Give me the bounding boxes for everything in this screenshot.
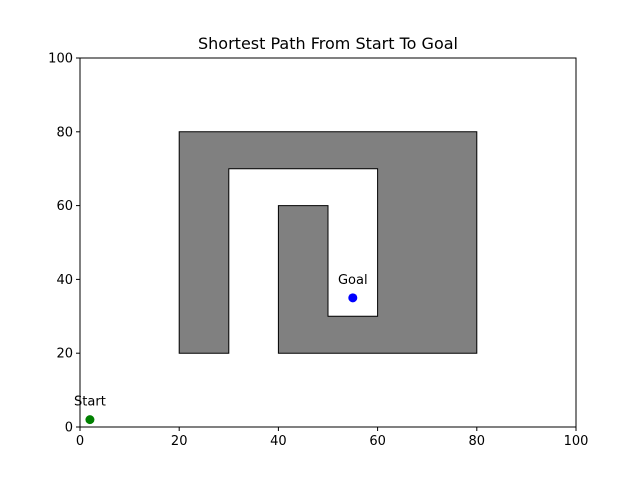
chart-title: Shortest Path From Start To Goal <box>198 34 458 53</box>
y-tick-label: 40 <box>56 273 73 288</box>
y-tick-label: 20 <box>56 347 73 362</box>
y-tick-label: 100 <box>48 52 73 67</box>
x-tick-label: 80 <box>469 434 486 449</box>
x-tick-label: 100 <box>564 434 589 449</box>
obstacle-polygon <box>178 131 478 354</box>
x-tick-label: 40 <box>270 434 287 449</box>
x-tick-label: 60 <box>369 434 386 449</box>
y-tick-label: 60 <box>56 199 73 214</box>
start-label: Start <box>74 395 106 410</box>
goal-point <box>348 293 358 303</box>
y-tick-label: 0 <box>65 421 73 436</box>
x-tick-label: 20 <box>171 434 188 449</box>
goal-label: Goal <box>338 273 368 288</box>
y-tick-label: 80 <box>56 125 73 140</box>
start-point <box>85 415 95 425</box>
axes-frame <box>79 57 577 428</box>
plot-area: 0 20 40 60 80 100 0 20 40 60 80 100 Start Goal <box>48 52 588 450</box>
x-tick-label: 0 <box>76 434 84 449</box>
